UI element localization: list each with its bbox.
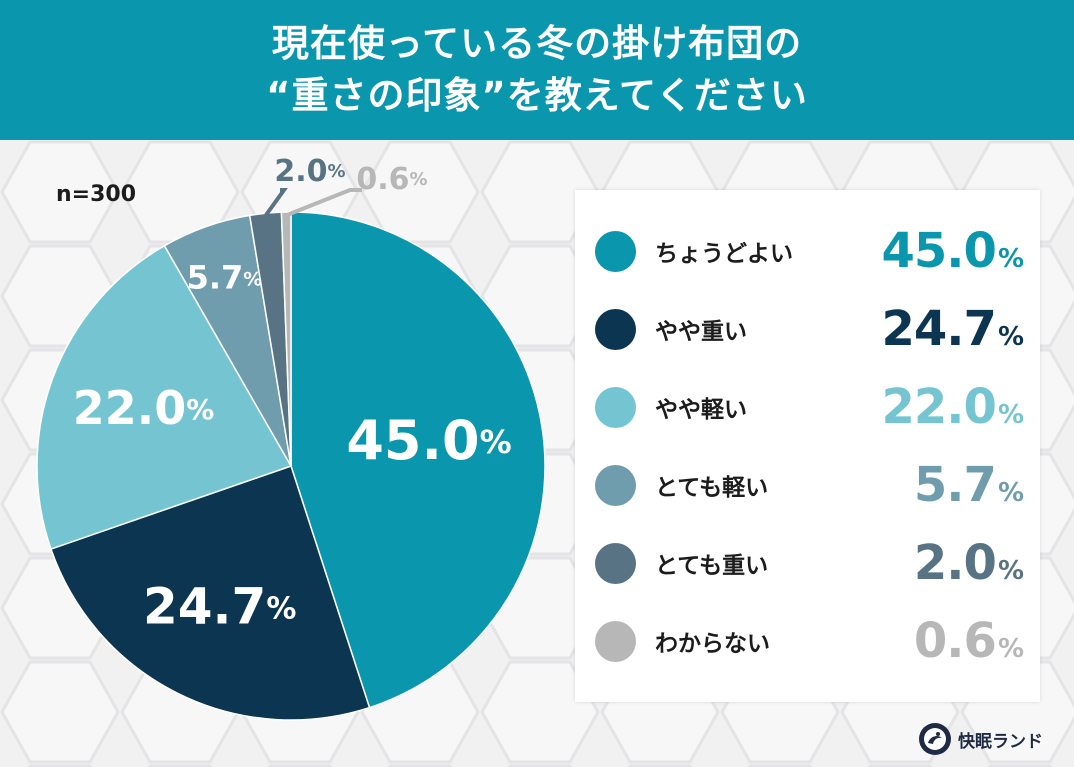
legend-value-very-light: 5.7% [913, 457, 1024, 513]
brand-mark: 快眠ランド [918, 722, 1043, 756]
legend-panel: ちょうどよい 45.0% やや重い 24.7% やや軽い 22.0% とても軽い 5.7% とて… [575, 190, 1040, 702]
title-line-1: 現在使っている冬の掛け布団の [271, 22, 803, 65]
pie-slice-slightly-light [36, 244, 293, 550]
legend-item-slightly-light: やや軽い 22.0% [575, 368, 1040, 446]
title-banner: 現在使っている冬の掛け布団の “重さの印象”を教えてください [0, 0, 1074, 140]
legend-value-slightly-heavy: 24.7% [881, 301, 1025, 357]
legend-label-very-heavy: とても重い [655, 553, 769, 579]
legend-swatch-very-heavy [595, 542, 636, 584]
kaimin-land-logo-icon [919, 723, 951, 755]
pie-data-label-very-light: 5.7% [187, 258, 263, 296]
legend-swatch-very-light [595, 464, 636, 506]
legend-value-slightly-light: 22.0% [881, 379, 1025, 435]
legend-label-slightly-heavy: やや重い [655, 319, 747, 345]
pie-leader-very-heavy [264, 188, 288, 217]
pie-data-label-unknown: 0.6% [356, 162, 427, 197]
legend-label-just-right: ちょうどよい [655, 241, 793, 267]
pie-leader-unknown [286, 188, 362, 217]
sample-size-label: n=300 [56, 182, 137, 207]
legend-label-slightly-light: やや軽い [655, 397, 747, 423]
legend-swatch-unknown [595, 620, 636, 662]
pie-data-label-slightly-light: 22.0% [73, 380, 215, 434]
pie-data-label-slightly-heavy: 24.7% [143, 577, 296, 635]
legend-item-very-heavy: とても重い 2.0% [575, 524, 1040, 602]
brand-name: 快眠ランド [958, 731, 1043, 752]
legend-item-slightly-heavy: やや重い 24.7% [575, 290, 1040, 368]
title-line-2: “重さの印象”を教えてください [266, 74, 808, 117]
legend-swatch-slightly-heavy [595, 308, 636, 350]
pie-slice-slightly-heavy [49, 465, 371, 721]
legend-value-unknown: 0.6% [913, 613, 1024, 669]
legend-swatch-just-right [595, 230, 636, 272]
legend-swatch-slightly-light [595, 386, 636, 428]
legend-value-very-heavy: 2.0% [913, 535, 1024, 591]
pie-slice-just-right [290, 211, 546, 709]
pie-data-label-just-right: 45.0% [346, 409, 511, 472]
pie-data-label-very-heavy: 2.0% [274, 154, 345, 189]
pie-chart: 45.0% 24.7% 22.0% 5.7% 2.0% 0.6% [36, 154, 546, 721]
legend-label-very-light: とても軽い [655, 475, 769, 501]
legend-item-very-light: とても軽い 5.7% [575, 446, 1040, 524]
legend-item-just-right: ちょうどよい 45.0% [575, 212, 1040, 290]
legend-label-unknown: わからない [655, 631, 770, 657]
legend-value-just-right: 45.0% [881, 223, 1025, 279]
legend-item-unknown: わからない 0.6% [575, 602, 1040, 680]
